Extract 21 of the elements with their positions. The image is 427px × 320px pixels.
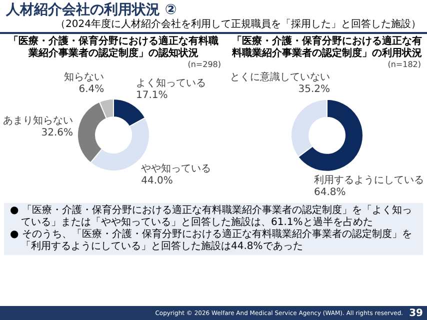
data-label: 32.6% [41,128,73,139]
chart-title: 「医療・介護・保育分野における適正な有料職業紹介事業者の認定制度」の認知状況 [8,34,220,60]
slice-label: やや知っている [141,162,212,175]
data-label: 35.2% [298,84,330,95]
slice-label: 利用するようにしている [314,174,424,186]
data-label: 44.0% [141,176,173,187]
slice-label: あまり知らない [3,114,73,127]
data-label: 17.1% [136,90,168,102]
text: （2024年度に人材紹介会社を利用して正規職員を「採用した」と回答した施設） [54,19,421,31]
slice-label: よく知っている [136,77,206,90]
text: ● そのうち、「医療・介護・保育分野における適正な有料職業紹介事業者の認定制度」を「利用するようにしている」と回答した施設は44.8%であった [10,229,413,253]
text: 人材紹介会社の利用状況 ② [6,2,178,18]
data-label: 6.4% [78,84,104,95]
text: 39 [409,308,423,318]
slice-label: とくに意識していない [230,71,330,83]
chart-title: 「医療・介護・保育分野における適正な有料職業紹介事業者の認定制度」の利用状況 [230,34,423,60]
slice-label: 知らない [64,71,104,83]
text: ● 「医療・介護・保育分野における適正な有料職業紹介事業者の認定制度」を「よく知っている」または「やや知っている」と回答した施設は、61.1%と過半を占めた [10,205,413,228]
text: (n=182) [386,60,422,70]
data-label: 64.8% [314,186,346,198]
text: (n=298) [186,60,222,70]
